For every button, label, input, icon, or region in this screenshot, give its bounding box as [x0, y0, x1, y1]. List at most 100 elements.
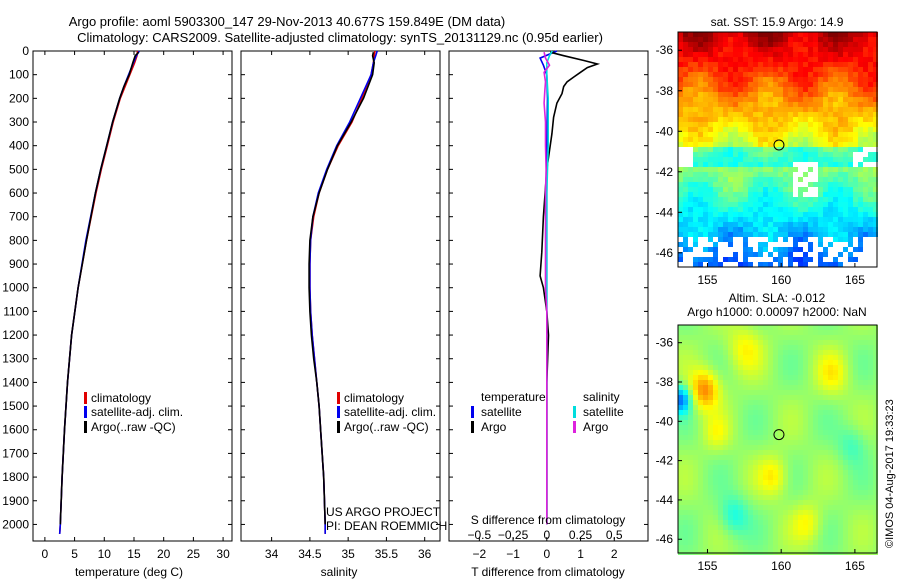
- sla-cell: [753, 425, 758, 430]
- sst-cell: [728, 92, 733, 97]
- sst-cell: [698, 87, 703, 92]
- sla-cell: [733, 345, 738, 350]
- sst-cell: [798, 227, 803, 232]
- sla-cell: [828, 375, 833, 380]
- sst-cell: [828, 82, 833, 87]
- sst-cell: [873, 42, 878, 47]
- sla-cell: [773, 375, 778, 380]
- sst-cell: [808, 77, 813, 82]
- sla-cell: [873, 485, 878, 490]
- sst-cell: [808, 82, 813, 87]
- sst-cell: [718, 257, 723, 262]
- sst-cell: [843, 37, 848, 42]
- sst-cell: [838, 247, 843, 252]
- sst-cell: [688, 212, 693, 217]
- sst-cell: [683, 82, 688, 87]
- sla-cell: [678, 410, 683, 415]
- sst-cell: [848, 212, 853, 217]
- sla-cell: [808, 455, 813, 460]
- sst-cell: [848, 42, 853, 47]
- sst-cell: [693, 92, 698, 97]
- sst-cell: [848, 107, 853, 112]
- sla-cell: [763, 480, 768, 485]
- sst-cell: [768, 42, 773, 47]
- sst-cell: [803, 67, 808, 72]
- sst-cell: [748, 102, 753, 107]
- sst-cell: [758, 132, 763, 137]
- sla-cell: [748, 335, 753, 340]
- sla-cell: [713, 495, 718, 500]
- sst-cell: [773, 197, 778, 202]
- sst-cell: [818, 202, 823, 207]
- sla-cell: [853, 365, 858, 370]
- sla-cell: [728, 490, 733, 495]
- sst-cell: [848, 167, 853, 172]
- sla-cell: [873, 410, 878, 415]
- sla-cell: [813, 525, 818, 530]
- sla-cell: [843, 455, 848, 460]
- sla-cell: [873, 375, 878, 380]
- sla-cell: [723, 530, 728, 535]
- sla-cell: [828, 480, 833, 485]
- sla-cell: [728, 480, 733, 485]
- sla-cell: [783, 455, 788, 460]
- temperature-legend-climatology: climatology: [91, 391, 151, 405]
- sst-cell: [858, 42, 863, 47]
- sst-cell: [713, 152, 718, 157]
- sst-cell: [683, 182, 688, 187]
- sst-cell: [713, 97, 718, 102]
- sst-cell: [813, 252, 818, 257]
- sst-cell: [823, 62, 828, 67]
- sla-cell: [823, 505, 828, 510]
- sla-cell: [848, 485, 853, 490]
- sst-cell: [808, 157, 813, 162]
- sst-cell: [688, 92, 693, 97]
- sst-cell: [683, 122, 688, 127]
- sst-cell: [863, 262, 868, 267]
- sla-cell: [683, 375, 688, 380]
- sla-cell: [733, 355, 738, 360]
- sst-cell: [793, 252, 798, 257]
- sla-cell: [823, 385, 828, 390]
- sst-cell: [848, 217, 853, 222]
- sst-cell: [763, 262, 768, 267]
- sst-cell: [838, 252, 843, 257]
- sst-cell: [828, 192, 833, 197]
- sla-cell: [693, 395, 698, 400]
- sla-cell: [823, 355, 828, 360]
- sst-cell: [848, 247, 853, 252]
- sst-cell: [758, 87, 763, 92]
- sla-cell: [718, 545, 723, 550]
- sla-cell: [818, 435, 823, 440]
- sla-cell: [818, 410, 823, 415]
- sla-cell: [823, 480, 828, 485]
- sla-cell: [798, 400, 803, 405]
- sla-cell: [803, 505, 808, 510]
- sst-cell: [758, 32, 763, 37]
- sst-cell: [813, 182, 818, 187]
- sla-cell: [803, 545, 808, 550]
- sst-cell: [788, 112, 793, 117]
- sst-cell: [768, 202, 773, 207]
- sla-cell: [773, 430, 778, 435]
- sst-cell: [793, 212, 798, 217]
- sla-cell: [808, 425, 813, 430]
- sla-cell: [703, 360, 708, 365]
- sla-cell: [698, 440, 703, 445]
- sst-cell: [863, 77, 868, 82]
- sst-cell: [708, 262, 713, 267]
- sla-cell: [788, 395, 793, 400]
- sst-cell: [723, 242, 728, 247]
- sla-cell: [728, 525, 733, 530]
- sla-cell: [693, 435, 698, 440]
- sla-cell: [728, 365, 733, 370]
- sla-cell: [813, 365, 818, 370]
- sst-cell: [828, 172, 833, 177]
- sst-cell: [853, 237, 858, 242]
- sla-cell: [708, 335, 713, 340]
- sla-cell: [868, 390, 873, 395]
- sst-cell: [708, 232, 713, 237]
- sst-cell: [733, 197, 738, 202]
- sst-cell: [843, 102, 848, 107]
- sst-cell: [728, 72, 733, 77]
